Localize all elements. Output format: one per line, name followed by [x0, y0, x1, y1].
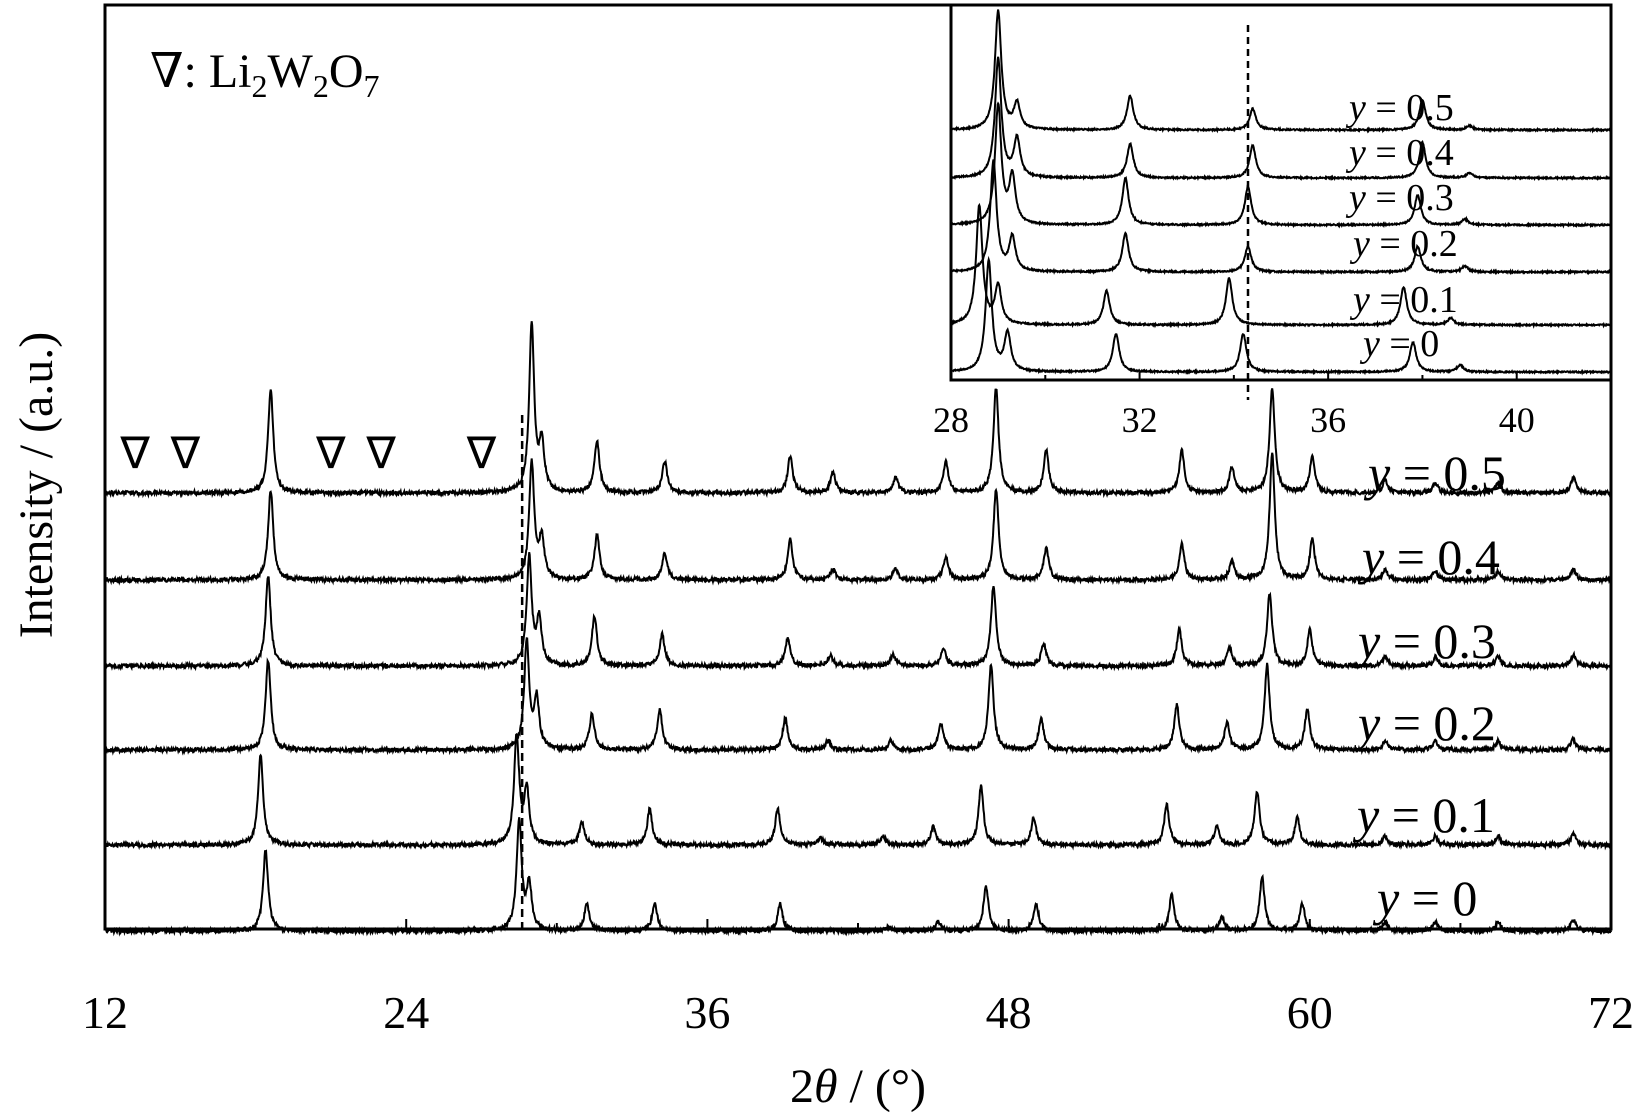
main-series-trace — [104, 552, 1612, 672]
main-series-label-value: = 0.1 — [1379, 787, 1495, 843]
inset-series-trace — [950, 9, 1612, 134]
legend-compound-li: Li — [209, 45, 252, 98]
legend-symbol: ∇ — [150, 45, 184, 98]
main-series-label-value: = 0.3 — [1380, 613, 1496, 669]
inset-series-label: y = 0.5 — [1345, 87, 1454, 129]
inset-x-tick-label: 28 — [933, 400, 969, 440]
phase-marker-icon: ∇ — [119, 428, 150, 479]
inset-series-label: y = 0.1 — [1349, 279, 1458, 321]
phase-marker-icon: ∇ — [365, 428, 396, 479]
inset-series-trace — [950, 255, 1612, 376]
inset-series-label-value: = 0.2 — [1370, 223, 1458, 265]
legend-compound-sub-2b: 2 — [313, 68, 329, 104]
inset-series-label-var: y — [1349, 279, 1370, 321]
main-x-tick-label: 72 — [1588, 987, 1634, 1038]
main-x-tick-label: 36 — [684, 987, 730, 1038]
inset-series-trace — [950, 101, 1612, 229]
legend-compound-sub-2a: 2 — [252, 68, 268, 104]
inset-series-label-var: y — [1345, 87, 1366, 129]
main-series-label-var: y — [1353, 613, 1381, 669]
inset-series-label: y = 0.3 — [1345, 177, 1454, 219]
inset-series-trace — [950, 159, 1612, 276]
phase-marker-icon: ∇ — [170, 428, 201, 479]
main-series-label: y = 0.5 — [1363, 445, 1506, 501]
main-series-trace — [104, 817, 1612, 937]
inset-x-ticks: 28 32 36 40 — [933, 372, 1535, 440]
main-series-label-var: y — [1352, 787, 1380, 843]
legend-separator: : — [184, 45, 209, 98]
main-series-label-var: y — [1353, 695, 1381, 751]
x-axis-title-prefix: 2 — [790, 1060, 814, 1113]
x-axis-title-theta: θ — [814, 1060, 838, 1113]
main-series-label-var: y — [1363, 445, 1391, 501]
inset-x-tick-label: 40 — [1499, 400, 1535, 440]
inset-series-label-var: y — [1345, 177, 1366, 219]
inset-x-tick-label: 36 — [1310, 400, 1346, 440]
main-series-group: y = 0.5y = 0.4y = 0.3y = 0.2y = 0.1y = 0 — [104, 321, 1612, 937]
inset-series-trace — [950, 202, 1612, 329]
main-series-label-var: y — [1357, 529, 1385, 585]
inset-series-group: y = 0.5y = 0.4y = 0.3y = 0.2y = 0.1y = 0 — [950, 9, 1612, 376]
inset-series-label: y = 0.2 — [1349, 223, 1458, 265]
main-series-label-value: = 0.4 — [1384, 529, 1500, 585]
inset-series-label-value: = 0.4 — [1366, 132, 1454, 174]
x-axis-title: 2θ / (°) — [790, 1060, 926, 1113]
inset-x-tick-label: 32 — [1122, 400, 1158, 440]
inset-series-label-value: = 0.3 — [1366, 177, 1454, 219]
legend-compound-sub-7: 7 — [364, 68, 380, 104]
main-series-label: y = 0.1 — [1352, 787, 1495, 843]
main-x-ticks: 12 24 36 48 60 72 — [82, 919, 1634, 1038]
main-series-label-value: = 0.2 — [1380, 695, 1496, 751]
main-x-tick-label: 24 — [383, 987, 429, 1038]
main-series-label-value: = 0 — [1399, 870, 1477, 926]
legend-label: ∇: Li2W2O7 — [150, 45, 380, 104]
main-series-label-value: = 0.5 — [1390, 445, 1506, 501]
main-series-trace — [104, 321, 1612, 499]
inset-series-trace — [950, 56, 1612, 182]
main-series-trace — [104, 733, 1612, 851]
main-x-tick-label: 12 — [82, 987, 128, 1038]
inset-plot-frame — [949, 3, 1613, 382]
phase-markers: ∇ ∇ ∇ ∇ ∇ — [119, 428, 496, 479]
inset-series-label-value: = 0.5 — [1366, 87, 1454, 129]
inset-series-label-var: y — [1359, 323, 1380, 365]
inset-series-label-var: y — [1345, 132, 1366, 174]
phase-marker-icon: ∇ — [315, 428, 346, 479]
main-series-trace — [104, 452, 1612, 586]
inset-series-label-value: = 0 — [1380, 323, 1439, 365]
legend-compound-w: W — [268, 45, 314, 98]
x-axis-title-suffix: / (°) — [838, 1060, 927, 1113]
main-series-label: y = 0.3 — [1353, 613, 1496, 669]
phase-marker-icon: ∇ — [466, 428, 497, 479]
inset-series-label: y = 0.4 — [1345, 132, 1454, 174]
main-series-label: y = 0.2 — [1353, 695, 1496, 751]
inset-series-label-value: = 0.1 — [1370, 279, 1458, 321]
legend-compound-o: O — [329, 45, 364, 98]
main-series-trace — [104, 637, 1612, 756]
y-axis-title: Intensity / (a.u.) — [10, 332, 63, 639]
main-x-tick-label: 48 — [986, 987, 1032, 1038]
main-series-label: y = 0 — [1372, 870, 1477, 926]
main-series-label-var: y — [1372, 870, 1400, 926]
inset-series-label-var: y — [1349, 223, 1370, 265]
main-series-label: y = 0.4 — [1357, 529, 1500, 585]
main-x-tick-label: 60 — [1287, 987, 1333, 1038]
inset-series-label: y = 0 — [1359, 323, 1439, 365]
